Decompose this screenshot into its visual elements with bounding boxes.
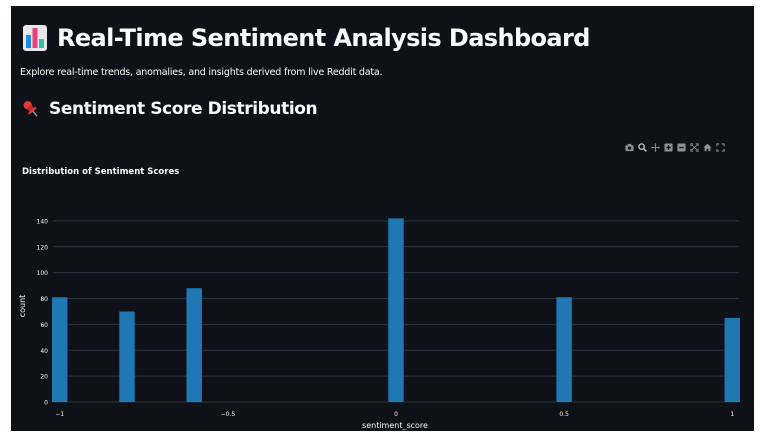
fullscreen-icon[interactable] — [716, 143, 725, 152]
camera-icon[interactable] — [625, 143, 634, 152]
y-tick-label: 40 — [40, 348, 48, 355]
section-title: Sentiment Score Distribution — [49, 99, 318, 119]
x-tick-label: −1 — [55, 411, 64, 418]
histogram-bar[interactable] — [724, 317, 741, 402]
histogram-bar[interactable] — [388, 218, 404, 402]
histogram-bar[interactable] — [556, 297, 572, 402]
dashboard-app: Real-Time Sentiment Analysis Dashboard E… — [11, 6, 754, 431]
y-tick-label: 0 — [44, 400, 48, 407]
pan-icon[interactable] — [651, 143, 660, 152]
chart-modebar — [625, 143, 725, 152]
x-tick-label: 0.5 — [559, 411, 569, 418]
y-tick-label: 100 — [37, 270, 49, 277]
zoom-icon[interactable] — [638, 143, 647, 152]
pushpin-icon — [21, 99, 41, 119]
y-tick-label: 140 — [37, 218, 49, 225]
zoom-in-icon[interactable] — [664, 143, 673, 152]
y-tick-label: 120 — [37, 244, 49, 251]
histogram-bar[interactable] — [119, 311, 135, 402]
zoom-out-icon[interactable] — [677, 143, 686, 152]
y-tick-label: 60 — [40, 322, 48, 329]
histogram-bar[interactable] — [186, 288, 202, 402]
sentiment-histogram-chart: Distribution of Sentiment Scores 0 20 40 60… — [11, 156, 754, 431]
chart-canvas: Distribution of Sentiment Scores 0 20 40 60… — [18, 167, 741, 430]
bars — [51, 218, 741, 402]
x-axis-label: sentiment_score — [362, 421, 428, 430]
bar-chart-icon — [23, 25, 47, 51]
header: Real-Time Sentiment Analysis Dashboard — [23, 20, 590, 56]
x-axis-ticks: −1 −0.5 0 0.5 1 — [55, 411, 734, 418]
home-icon[interactable] — [703, 143, 712, 152]
page-title: Real-Time Sentiment Analysis Dashboard — [57, 24, 590, 52]
x-tick-label: 1 — [730, 411, 734, 418]
x-tick-label: −0.5 — [221, 411, 236, 418]
chart-title: Distribution of Sentiment Scores — [22, 167, 179, 177]
y-axis-ticks: 0 20 40 60 80 100 120 140 — [37, 218, 49, 406]
section-header: Sentiment Score Distribution — [21, 99, 318, 119]
y-tick-label: 20 — [40, 374, 48, 381]
autoscale-icon[interactable] — [690, 143, 699, 152]
histogram-bar[interactable] — [51, 297, 68, 402]
page-subtitle: Explore real-time trends, anomalies, and… — [20, 67, 383, 78]
y-axis-label: count — [18, 295, 27, 318]
x-tick-label: 0 — [394, 411, 398, 418]
y-tick-label: 80 — [40, 296, 48, 303]
